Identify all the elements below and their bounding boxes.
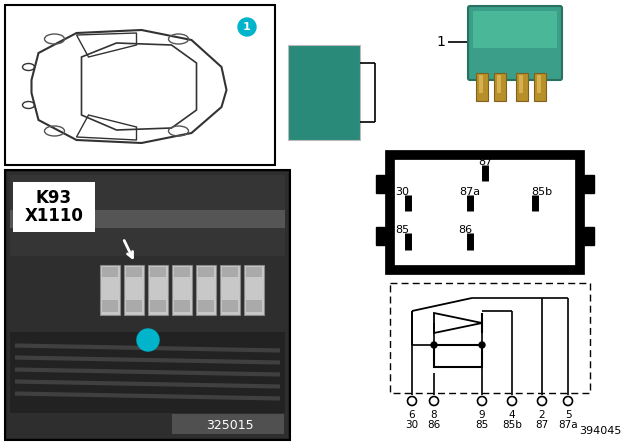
Text: 86: 86 bbox=[458, 225, 472, 235]
Bar bbox=[102, 267, 118, 277]
Bar bbox=[10, 332, 285, 413]
Text: X1110: X1110 bbox=[24, 207, 83, 225]
Bar bbox=[580, 175, 594, 193]
Bar bbox=[102, 300, 118, 312]
Bar bbox=[494, 73, 506, 101]
Circle shape bbox=[137, 329, 159, 351]
Text: 85b: 85b bbox=[531, 187, 552, 197]
Bar bbox=[479, 75, 483, 93]
Circle shape bbox=[238, 18, 256, 36]
Text: K93: K93 bbox=[36, 189, 72, 207]
Text: 87: 87 bbox=[536, 420, 548, 430]
Bar bbox=[148, 265, 168, 315]
Bar bbox=[10, 210, 285, 228]
Text: 8: 8 bbox=[431, 410, 437, 420]
Text: 6: 6 bbox=[409, 410, 415, 420]
Bar bbox=[222, 267, 238, 277]
Text: 85: 85 bbox=[395, 225, 409, 235]
Bar bbox=[220, 265, 240, 315]
Bar bbox=[126, 300, 142, 312]
Bar bbox=[390, 283, 590, 393]
Text: 86: 86 bbox=[428, 420, 440, 430]
Bar bbox=[537, 75, 541, 93]
Bar bbox=[5, 170, 290, 440]
Text: 87: 87 bbox=[478, 157, 492, 167]
Bar bbox=[246, 300, 262, 312]
Bar bbox=[172, 414, 284, 434]
Circle shape bbox=[477, 396, 486, 405]
Bar bbox=[222, 300, 238, 312]
Text: 1: 1 bbox=[243, 22, 251, 32]
Text: 87a: 87a bbox=[460, 187, 481, 197]
Bar bbox=[198, 300, 214, 312]
Bar bbox=[196, 265, 216, 315]
Bar bbox=[126, 267, 142, 277]
Circle shape bbox=[429, 396, 438, 405]
Text: 394045: 394045 bbox=[579, 426, 621, 436]
Text: 87a: 87a bbox=[558, 420, 578, 430]
Circle shape bbox=[563, 396, 573, 405]
FancyBboxPatch shape bbox=[468, 6, 562, 80]
Bar bbox=[534, 73, 546, 101]
Bar bbox=[10, 175, 285, 256]
Bar bbox=[244, 265, 264, 315]
Circle shape bbox=[538, 396, 547, 405]
FancyBboxPatch shape bbox=[473, 11, 557, 48]
Bar bbox=[580, 227, 594, 245]
Circle shape bbox=[431, 342, 437, 348]
Bar bbox=[198, 267, 214, 277]
Bar bbox=[174, 300, 190, 312]
Text: 4: 4 bbox=[509, 410, 515, 420]
Bar bbox=[288, 45, 360, 140]
Bar bbox=[476, 73, 488, 101]
Bar bbox=[150, 300, 166, 312]
Text: 5: 5 bbox=[564, 410, 572, 420]
Text: 9: 9 bbox=[479, 410, 485, 420]
Bar bbox=[516, 73, 528, 101]
Circle shape bbox=[508, 396, 516, 405]
Bar bbox=[497, 75, 501, 93]
Bar bbox=[434, 345, 482, 367]
Bar bbox=[13, 182, 95, 232]
Text: 1: 1 bbox=[143, 333, 152, 346]
Bar bbox=[519, 75, 523, 93]
Bar bbox=[124, 265, 144, 315]
Text: 2: 2 bbox=[539, 410, 545, 420]
Text: 325015: 325015 bbox=[206, 418, 254, 431]
Bar bbox=[376, 175, 390, 193]
Bar bbox=[376, 227, 390, 245]
Bar bbox=[100, 265, 120, 315]
Text: 30: 30 bbox=[405, 420, 419, 430]
Bar bbox=[5, 5, 275, 165]
Circle shape bbox=[408, 396, 417, 405]
Circle shape bbox=[479, 342, 485, 348]
Bar bbox=[172, 265, 192, 315]
Text: 85b: 85b bbox=[502, 420, 522, 430]
Bar bbox=[390, 155, 580, 270]
Text: 30: 30 bbox=[395, 187, 409, 197]
Bar bbox=[7, 172, 288, 438]
Bar bbox=[150, 267, 166, 277]
Bar bbox=[174, 267, 190, 277]
Text: 1: 1 bbox=[436, 35, 445, 49]
Text: 85: 85 bbox=[476, 420, 488, 430]
Bar bbox=[246, 267, 262, 277]
